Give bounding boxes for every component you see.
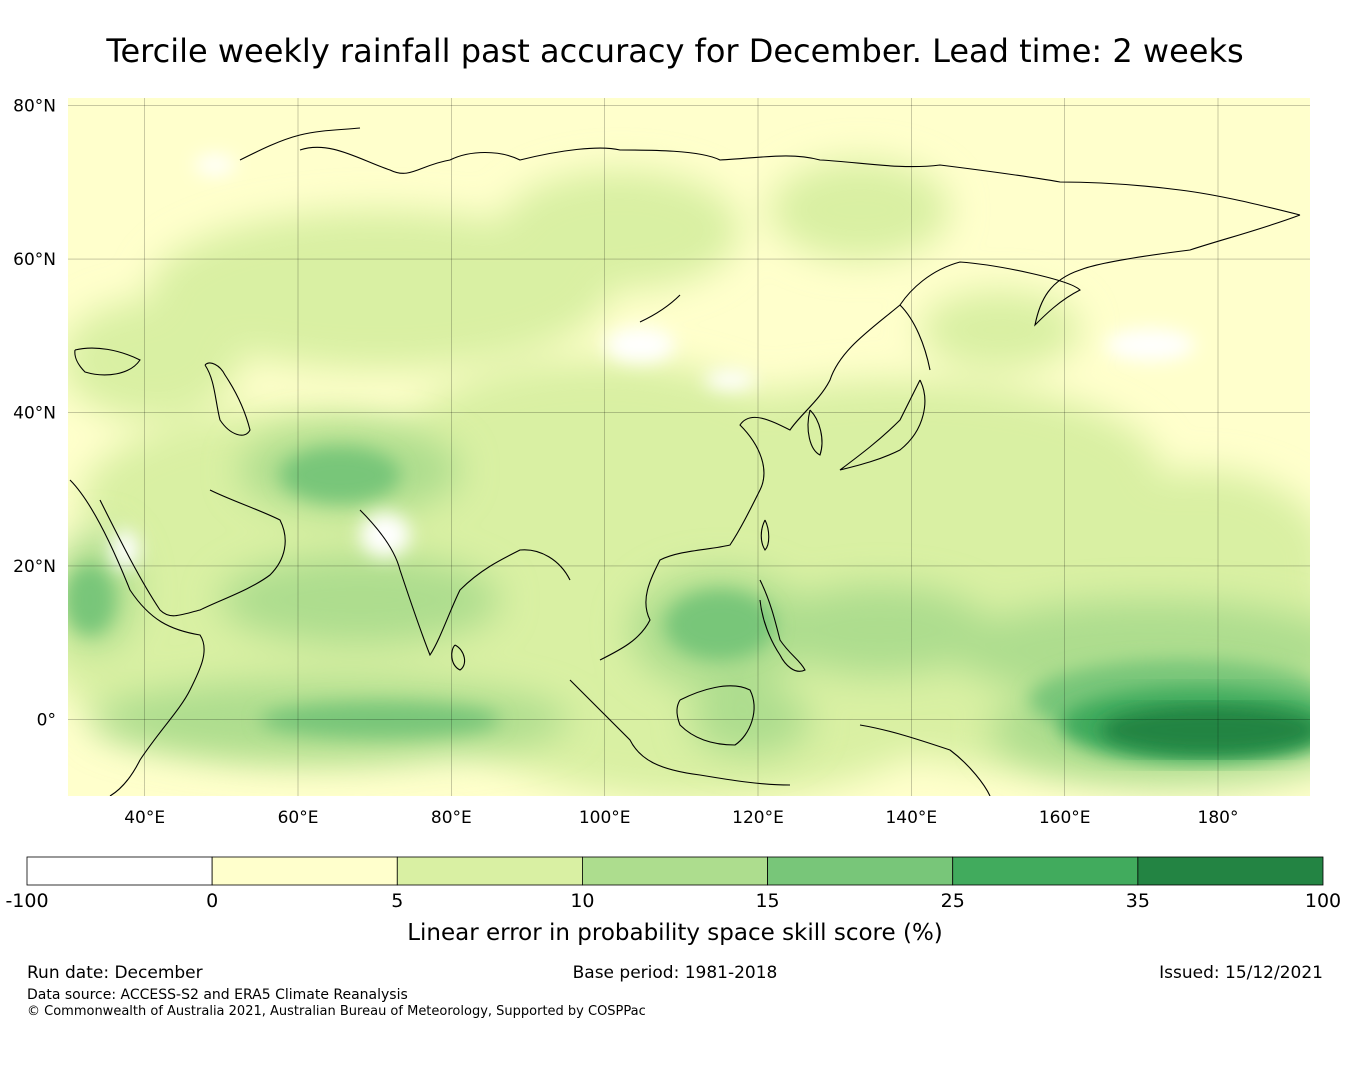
colorbar-tick-label: 35 — [1126, 890, 1150, 912]
lat-tick-label: 40°N — [13, 403, 56, 423]
lon-tick-label: 160°E — [1039, 808, 1091, 828]
colorbar-swatch — [211, 856, 398, 886]
graticule — [68, 98, 1310, 796]
base-period: Base period: 1981-2018 — [572, 963, 778, 983]
lon-axis: 40°E 60°E 80°E 100°E 120°E 140°E 160°E 180° — [124, 808, 1238, 828]
coastline-east-asia — [599, 304, 901, 661]
lon-tick-label: 120°E — [732, 808, 784, 828]
skill-field — [68, 98, 1310, 796]
colorbar-tick-label: 100 — [1305, 890, 1341, 912]
lat-tick-label: 0° — [37, 710, 56, 730]
colorbar-swatch — [396, 856, 583, 886]
colorbar: -100 0 5 10 15 25 35 100 — [5, 856, 1341, 912]
colorbar-swatch — [952, 856, 1139, 886]
lon-tick-label: 180° — [1198, 808, 1239, 828]
chart-title: Tercile weekly rainfall past accuracy fo… — [106, 32, 1244, 70]
coastline-pacific-russia — [899, 214, 1301, 371]
lat-tick-label: 20°N — [13, 557, 56, 577]
lat-axis: 80°N 60°N 40°N 20°N 0° — [13, 97, 56, 731]
colorbar-tick-label: 5 — [391, 890, 403, 912]
coastline-sumatra-java — [569, 679, 791, 786]
colorbar-swatch — [767, 856, 954, 886]
colorbar-swatch — [582, 856, 768, 886]
colorbar-swatch — [26, 856, 213, 886]
issued-date: Issued: 15/12/2021 — [1159, 963, 1323, 983]
coastline-japan — [839, 379, 926, 471]
coastline-baikal — [639, 294, 681, 323]
coastline-philippines — [759, 579, 806, 672]
coastline-korea — [807, 409, 823, 456]
lat-tick-label: 80°N — [13, 97, 56, 117]
coastline-black-sea — [74, 347, 141, 376]
coastline-india — [359, 509, 571, 657]
colorbar-tick-label: 10 — [570, 890, 594, 912]
coastline-scandinavia — [239, 127, 361, 161]
lat-tick-label: 60°N — [13, 250, 56, 270]
colorbar-swatch — [1137, 856, 1324, 886]
colorbar-tick-label: -100 — [5, 890, 48, 912]
lon-tick-label: 100°E — [579, 808, 631, 828]
coastline-caspian — [204, 362, 251, 436]
data-source: Data source: ACCESS-S2 and ERA5 Climate … — [27, 987, 408, 1003]
colorbar-tick-label: 0 — [206, 890, 218, 912]
lon-tick-label: 140°E — [885, 808, 937, 828]
lon-tick-label: 80°E — [431, 808, 472, 828]
coastlines — [69, 127, 1301, 796]
field-level-35-100 — [1100, 705, 1310, 755]
coastline-borneo — [676, 685, 755, 746]
run-date: Run date: December — [27, 963, 203, 983]
colorbar-tick-label: 15 — [755, 890, 779, 912]
coastline-sri-lanka — [451, 644, 466, 671]
colorbar-tick-label: 25 — [941, 890, 965, 912]
copyright: © Commonwealth of Australia 2021, Austra… — [27, 1004, 646, 1019]
coastline-arctic — [299, 146, 1301, 216]
coastline-taiwan — [760, 519, 770, 551]
coastline-africa — [69, 479, 205, 796]
lon-tick-label: 40°E — [124, 808, 165, 828]
coastline-new-guinea — [859, 724, 991, 796]
coastline-arabia — [99, 489, 286, 617]
lon-tick-label: 60°E — [278, 808, 319, 828]
colorbar-label: Linear error in probability space skill … — [407, 920, 943, 946]
